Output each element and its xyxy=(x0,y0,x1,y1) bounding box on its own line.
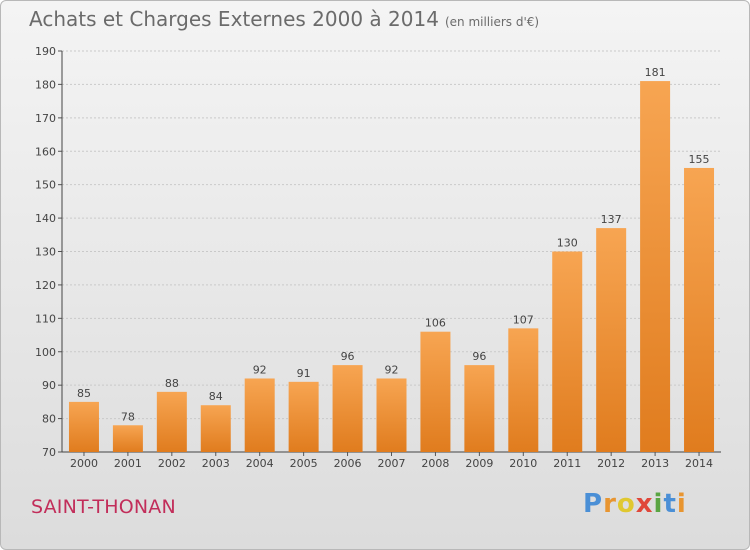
bar-value-label: 84 xyxy=(209,390,223,403)
x-tick-label: 2002 xyxy=(158,457,186,470)
x-tick-label: 2003 xyxy=(202,457,230,470)
y-tick-label: 70 xyxy=(42,446,56,459)
bar-value-label: 92 xyxy=(385,363,399,376)
logo-letter: x xyxy=(635,489,654,519)
bar xyxy=(68,401,99,452)
y-tick-label: 120 xyxy=(35,279,56,292)
x-tick-label: 2014 xyxy=(685,457,713,470)
bar-value-label: 91 xyxy=(297,367,311,380)
logo-letter: t xyxy=(663,489,677,519)
bar xyxy=(420,331,451,452)
bar-value-label: 107 xyxy=(513,313,534,326)
proxiti-logo: Proxiti xyxy=(583,489,687,519)
y-tick-label: 180 xyxy=(35,78,56,91)
logo-letter: P xyxy=(583,489,604,519)
y-tick-label: 130 xyxy=(35,246,56,259)
y-tick-label: 100 xyxy=(35,346,56,359)
y-tick-label: 140 xyxy=(35,212,56,225)
unit-label: (en milliers d'€) xyxy=(444,15,540,29)
x-tick-label: 2001 xyxy=(114,457,142,470)
x-tick-label: 2000 xyxy=(70,457,98,470)
bar xyxy=(596,228,627,452)
logo-letter: r xyxy=(603,489,617,519)
chart-title: Achats et Charges Externes 2000 à 2014 (e… xyxy=(29,7,539,31)
title-text: Achats et Charges Externes 2000 à 2014 xyxy=(29,7,439,31)
bar xyxy=(376,378,407,452)
bar-value-label: 85 xyxy=(77,387,91,400)
bar-value-label: 88 xyxy=(165,377,179,390)
x-tick-label: 2009 xyxy=(465,457,493,470)
y-tick-label: 170 xyxy=(35,112,56,125)
x-tick-label: 2012 xyxy=(597,457,625,470)
x-tick-label: 2007 xyxy=(378,457,406,470)
y-tick-label: 150 xyxy=(35,179,56,192)
y-tick-label: 80 xyxy=(42,413,56,426)
bar xyxy=(684,167,715,453)
x-tick-label: 2013 xyxy=(641,457,669,470)
bar xyxy=(244,378,275,452)
x-tick-label: 2011 xyxy=(553,457,581,470)
bar xyxy=(464,365,495,452)
bar xyxy=(200,405,231,452)
bar-value-label: 181 xyxy=(645,66,666,79)
bar-value-label: 96 xyxy=(341,350,355,363)
bar xyxy=(332,365,363,452)
y-tick-label: 190 xyxy=(35,45,56,58)
logo-letter: i xyxy=(676,489,687,519)
bar-value-label: 130 xyxy=(557,237,578,250)
logo-letter: i xyxy=(653,489,664,519)
logo-letter: o xyxy=(616,489,636,519)
bar-value-label: 96 xyxy=(472,350,486,363)
y-tick-label: 90 xyxy=(42,379,56,392)
commune-name: SAINT-THONAN xyxy=(31,496,176,518)
x-tick-label: 2010 xyxy=(509,457,537,470)
y-tick-label: 110 xyxy=(35,312,56,325)
bar-value-label: 106 xyxy=(425,317,446,330)
x-tick-label: 2008 xyxy=(421,457,449,470)
x-tick-label: 2005 xyxy=(290,457,318,470)
bar xyxy=(112,425,143,452)
bar-value-label: 137 xyxy=(601,213,622,226)
bar xyxy=(552,251,583,452)
x-tick-label: 2004 xyxy=(246,457,274,470)
bar-value-label: 78 xyxy=(121,410,135,423)
bar xyxy=(640,81,671,452)
bar xyxy=(508,328,539,452)
bar xyxy=(288,381,319,452)
bar-value-label: 92 xyxy=(253,363,267,376)
y-tick-label: 160 xyxy=(35,145,56,158)
bar-value-label: 155 xyxy=(689,153,710,166)
x-tick-label: 2006 xyxy=(334,457,362,470)
bar xyxy=(156,391,187,452)
